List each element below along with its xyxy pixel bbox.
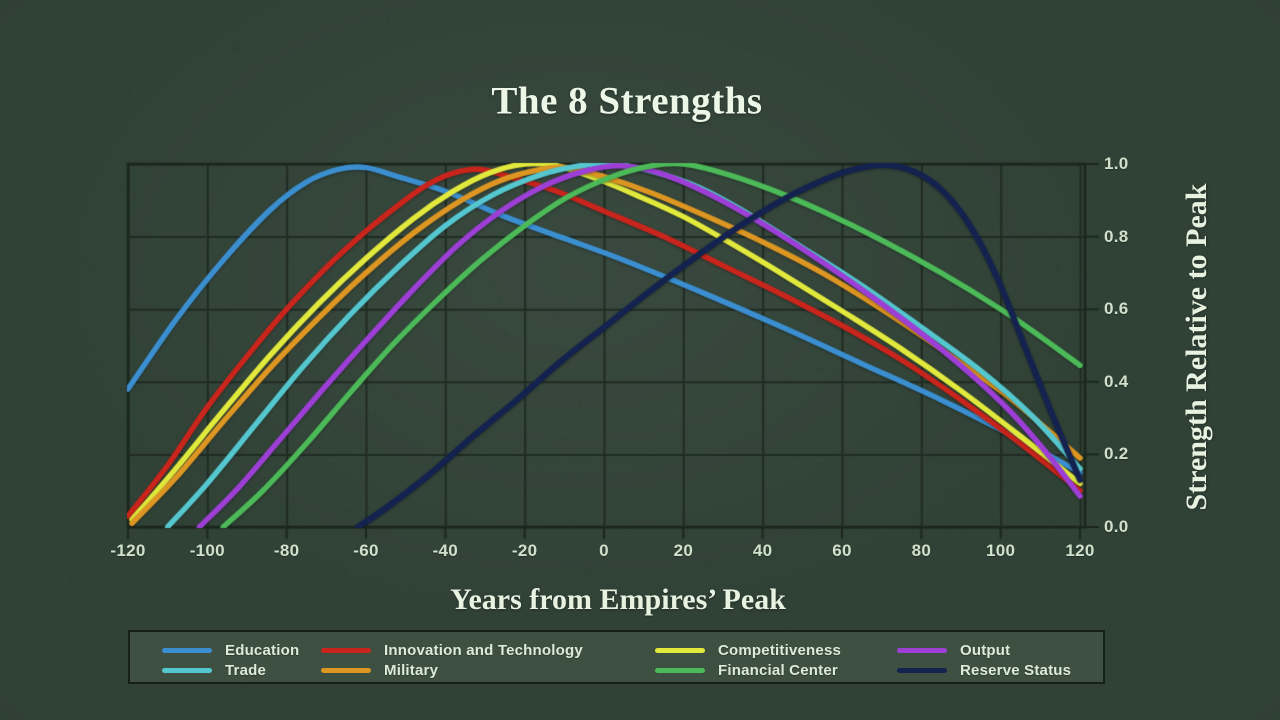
- x-tick-label: 20: [674, 541, 694, 561]
- y-tick-label: 0.6: [1104, 299, 1129, 319]
- x-tick-label: -60: [353, 541, 378, 561]
- x-tick-label: -40: [433, 541, 458, 561]
- legend-item-label: Innovation and Technology: [384, 642, 583, 659]
- legend-item-label: Output: [960, 642, 1010, 659]
- y-tick-label: 1.0: [1104, 154, 1129, 174]
- x-tick-label: 80: [912, 541, 932, 561]
- legend-item-competitiveness: Competitiveness: [655, 640, 841, 660]
- legend-item-label: Financial Center: [718, 662, 838, 679]
- legend-swatch-icon: [655, 668, 705, 673]
- x-tick-label: -100: [190, 541, 225, 561]
- x-tick-label: 100: [986, 541, 1015, 561]
- legend: Education Innovation and Technology Compet…: [128, 630, 1105, 684]
- legend-item-label: Competitiveness: [718, 642, 841, 659]
- x-tick-label: 60: [832, 541, 852, 561]
- y-axis-label: Strength Relative to Peak: [1180, 184, 1214, 511]
- legend-item-financial: Financial Center: [655, 660, 838, 680]
- x-tick-label: -80: [274, 541, 299, 561]
- legend-swatch-icon: [897, 668, 947, 673]
- legend-swatch-icon: [162, 668, 212, 673]
- y-tick-label: 0.8: [1104, 227, 1129, 247]
- legend-item-military: Military: [321, 660, 438, 680]
- x-tick-label: 40: [753, 541, 773, 561]
- y-tick-label: 0.0: [1104, 517, 1129, 537]
- legend-item-innovation: Innovation and Technology: [321, 640, 583, 660]
- chart-title: The 8 Strengths: [491, 79, 762, 124]
- legend-item-label: Reserve Status: [960, 662, 1071, 679]
- x-tick-label: -20: [512, 541, 537, 561]
- x-tick-label: 120: [1065, 541, 1094, 561]
- slide: The 8 Strengths Years from Empires’ Peak…: [0, 0, 1280, 720]
- legend-item-education: Education: [162, 640, 299, 660]
- legend-item-reserve: Reserve Status: [897, 660, 1071, 680]
- legend-swatch-icon: [321, 648, 371, 653]
- x-tick-label: -120: [110, 541, 145, 561]
- legend-item-label: Trade: [225, 662, 266, 679]
- legend-item-output: Output: [897, 640, 1010, 660]
- legend-swatch-icon: [162, 648, 212, 653]
- x-tick-label: 0: [599, 541, 609, 561]
- y-tick-label: 0.4: [1104, 372, 1129, 392]
- legend-swatch-icon: [321, 668, 371, 673]
- y-tick-label: 0.2: [1104, 444, 1129, 464]
- legend-swatch-icon: [655, 648, 705, 653]
- legend-swatch-icon: [897, 648, 947, 653]
- x-axis-label: Years from Empires’ Peak: [450, 583, 786, 617]
- legend-item-label: Education: [225, 642, 299, 659]
- legend-item-label: Military: [384, 662, 438, 679]
- legend-item-trade: Trade: [162, 660, 266, 680]
